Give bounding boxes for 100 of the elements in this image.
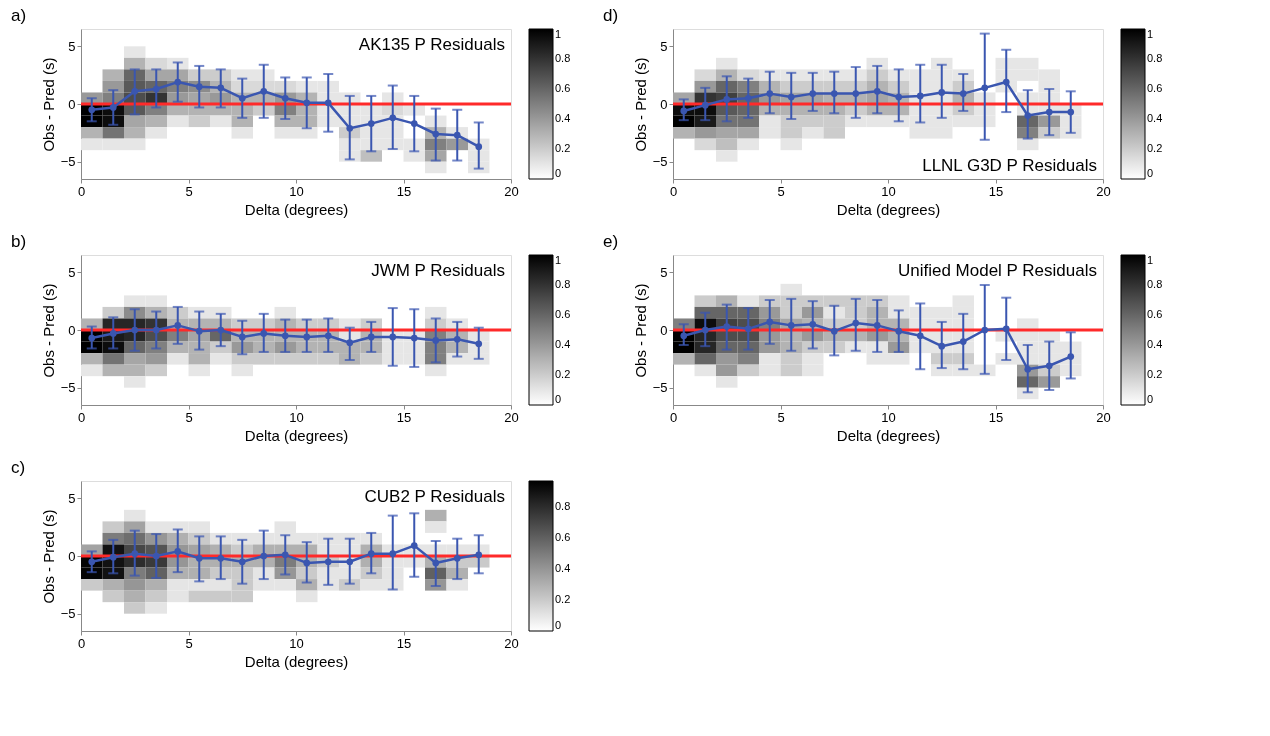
x-tick-label: 5 (185, 635, 193, 651)
point (744, 325, 752, 333)
x-tick-label: 10 (289, 409, 304, 425)
color-bar-label: 0.6 (555, 308, 571, 320)
color-bar-label: 0.8 (555, 278, 571, 290)
y-tick-label: 0 (68, 548, 76, 564)
x-tick-label: 5 (777, 183, 785, 199)
y-tick-label: 5 (660, 264, 668, 280)
annotation: CUB2 P Residuals (364, 487, 505, 506)
y-tick-label: −5 (652, 380, 668, 396)
y-tick-label: 0 (660, 322, 668, 338)
annotation: JWM P Residuals (371, 261, 505, 280)
color-bar-label: 0 (1147, 167, 1154, 179)
y-tick-label: −5 (60, 380, 76, 396)
x-tick-label: 15 (396, 183, 412, 199)
y-tick-label: 5 (68, 264, 76, 280)
color-bar-label: 1 (555, 28, 562, 40)
point (1002, 325, 1010, 333)
x-axis-title: Delta (degrees) (836, 426, 941, 444)
x-tick-label: 20 (1096, 409, 1111, 425)
y-axis-title: Obs - Pred (s) (39, 509, 57, 604)
color-bar-label: 0.4 (555, 562, 571, 575)
point (109, 553, 117, 561)
point (981, 84, 989, 92)
chart-title: a) (11, 6, 27, 25)
point (475, 551, 483, 559)
point (152, 552, 160, 560)
point (217, 554, 225, 562)
color-bar-label: 0.2 (1147, 368, 1163, 380)
annotation: Unified Model P Residuals (897, 261, 1097, 280)
color-bar-label: 0.6 (1147, 82, 1163, 94)
x-tick-label: 10 (881, 409, 896, 425)
color-bar-label: 0.6 (1147, 308, 1163, 320)
color-bar-label: 1 (555, 254, 562, 266)
chart-title: e) (603, 232, 619, 251)
color-bar-label: 1 (1147, 28, 1154, 40)
point (324, 99, 332, 107)
color-bar-label: 0 (1147, 393, 1154, 405)
chart-title: c) (11, 458, 26, 477)
y-tick-label: 0 (68, 322, 76, 338)
point (453, 554, 461, 562)
point (895, 327, 903, 335)
color-bar-label: 0.8 (1147, 278, 1163, 290)
y-tick-label: 5 (68, 490, 76, 506)
x-axis-title: Delta (degrees) (244, 426, 349, 444)
y-axis-title: Obs - Pred (s) (631, 283, 649, 378)
x-tick-label: 5 (777, 409, 785, 425)
y-tick-label: 0 (68, 96, 76, 112)
point (260, 552, 268, 560)
y-axis-title: Obs - Pred (s) (39, 57, 57, 152)
point (701, 101, 709, 109)
y-tick-label: −5 (60, 606, 76, 622)
color-bar-label: 0.2 (555, 368, 571, 380)
y-tick-label: −5 (652, 154, 668, 170)
x-tick-label: 20 (504, 635, 519, 651)
point (389, 550, 397, 558)
x-tick-label: 5 (185, 183, 193, 199)
color-bar-label: 0.8 (555, 500, 571, 513)
color-bar-label: 0.8 (1147, 52, 1163, 64)
point (938, 89, 946, 96)
color-bar-label: 0.4 (1147, 338, 1163, 350)
point (367, 550, 375, 558)
x-tick-label: 15 (396, 409, 412, 425)
color-bar-label: 0.8 (555, 52, 571, 64)
y-tick-label: 0 (660, 96, 668, 112)
x-axis-title: Delta (degrees) (244, 200, 349, 218)
point (281, 551, 289, 559)
color-bar-label: 0 (555, 393, 562, 405)
x-tick-label: 5 (185, 409, 193, 425)
x-axis-title: Delta (degrees) (244, 652, 349, 670)
color-bar-label: 0 (555, 619, 562, 631)
color-bar-label: 0.6 (555, 82, 571, 94)
y-axis-title: Obs - Pred (s) (39, 283, 57, 378)
point (217, 326, 225, 334)
point (410, 120, 418, 127)
y-tick-label: −5 (60, 154, 76, 170)
y-tick-label: 5 (660, 38, 668, 54)
color-bar-label: 0.6 (555, 531, 571, 544)
x-tick-label: 20 (504, 409, 519, 425)
point (195, 554, 203, 562)
point (131, 326, 139, 334)
point (1024, 112, 1032, 119)
color-bar-label: 0.4 (555, 112, 571, 124)
x-tick-label: 10 (881, 183, 896, 199)
point (981, 326, 989, 334)
x-tick-label: 20 (1096, 183, 1111, 199)
point (174, 78, 182, 86)
point (195, 327, 203, 335)
x-tick-label: 15 (396, 635, 412, 651)
point (131, 550, 139, 558)
x-tick-label: 10 (289, 635, 304, 651)
y-tick-label: 5 (68, 38, 76, 54)
point (701, 326, 709, 334)
chart-title: b) (11, 232, 27, 251)
point (1002, 78, 1010, 86)
annotation: LLNL G3D P Residuals (922, 156, 1097, 175)
x-tick-label: 15 (988, 183, 1004, 199)
color-bar-label: 0.2 (555, 142, 571, 154)
color-bar-label: 0.2 (555, 593, 571, 606)
color-bar-label: 0.4 (555, 338, 571, 350)
